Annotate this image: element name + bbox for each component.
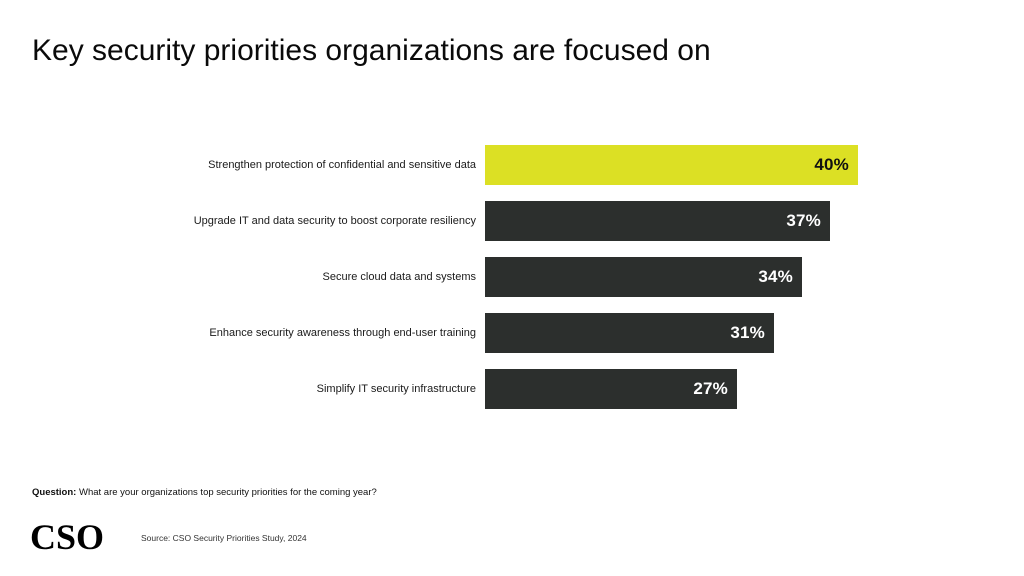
chart-row: Strengthen protection of confidential an…: [0, 145, 1024, 185]
bar-label: Simplify IT security infrastructure: [316, 383, 476, 395]
bar-chart: Strengthen protection of confidential an…: [0, 145, 1024, 425]
chart-row: Secure cloud data and systems 34%: [0, 257, 1024, 297]
question-label: Question:: [32, 487, 77, 498]
bar-value: 31%: [730, 323, 765, 342]
bar-track: 40%: [485, 145, 1024, 185]
bar: 27%: [485, 369, 737, 409]
bar: 37%: [485, 201, 830, 241]
chart-row: Enhance security awareness through end-u…: [0, 313, 1024, 353]
bar-label: Enhance security awareness through end-u…: [209, 327, 476, 339]
bar-value: 34%: [758, 267, 793, 286]
bar-value: 40%: [814, 155, 849, 174]
bar: 40%: [485, 145, 858, 185]
cso-logo: CSO: [30, 517, 105, 557]
question-line: Question: What are your organizations to…: [32, 487, 377, 498]
bar-track: 34%: [485, 257, 1024, 297]
question-text: What are your organizations top security…: [76, 487, 377, 498]
source-text: Source: CSO Security Priorities Study, 2…: [141, 533, 307, 543]
bar-track: 37%: [485, 201, 1024, 241]
bar-track: 27%: [485, 369, 1024, 409]
chart-row: Upgrade IT and data security to boost co…: [0, 201, 1024, 241]
bar-track: 31%: [485, 313, 1024, 353]
bar-value: 27%: [693, 379, 728, 398]
page-title: Key security priorities organizations ar…: [32, 34, 711, 67]
bar: 34%: [485, 257, 802, 297]
bar-value: 37%: [786, 211, 821, 230]
bar-label: Upgrade IT and data security to boost co…: [193, 215, 476, 227]
bar: 31%: [485, 313, 774, 353]
bar-label: Secure cloud data and systems: [322, 271, 476, 283]
bar-label: Strengthen protection of confidential an…: [208, 159, 476, 171]
chart-row: Simplify IT security infrastructure 27%: [0, 369, 1024, 409]
